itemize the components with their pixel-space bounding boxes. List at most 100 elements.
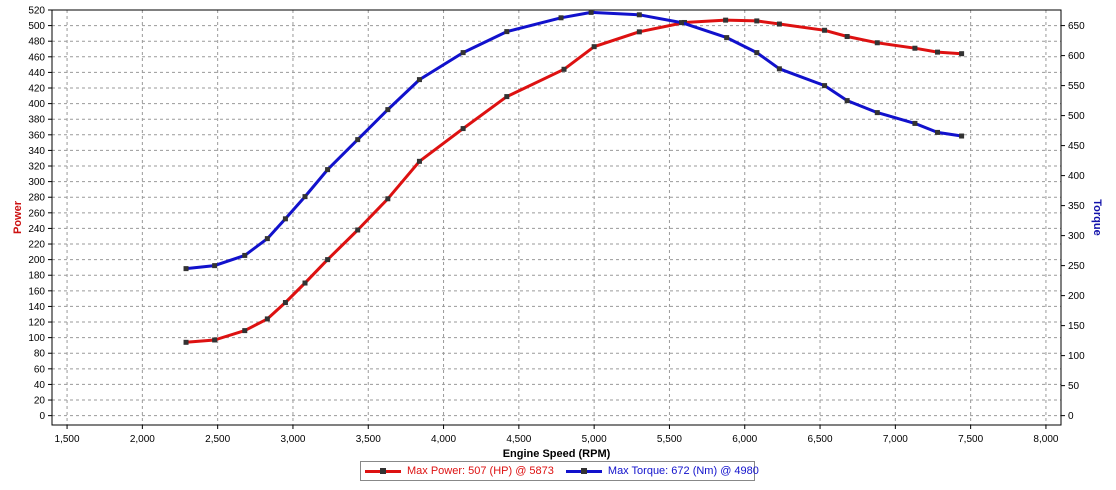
left-tick-label: 420 — [28, 84, 45, 95]
left-tick-label: 180 — [28, 271, 45, 282]
left-tick-label: 40 — [34, 380, 46, 391]
data-point-power — [212, 337, 218, 343]
right-tick-label: 50 — [1068, 381, 1080, 392]
legend: Max Power: 507 (HP) @ 5873 Max Torque: 6… — [360, 461, 759, 481]
x-tick-label: 4,000 — [431, 434, 456, 445]
data-point-power — [561, 66, 567, 72]
data-point-power — [723, 17, 729, 23]
grid-lines — [52, 9, 1061, 425]
data-point-torque — [959, 133, 965, 139]
legend-swatch-power — [365, 466, 401, 476]
data-point-power — [874, 40, 880, 46]
legend-item-power: Max Power: 507 (HP) @ 5873 — [365, 465, 554, 477]
right-tick-label: 0 — [1068, 411, 1074, 422]
data-point-power — [385, 196, 391, 202]
data-point-power — [302, 280, 308, 286]
x-tick-label: 2,500 — [205, 434, 230, 445]
right-tick-label: 350 — [1068, 201, 1085, 212]
x-tick-label: 5,500 — [657, 434, 682, 445]
left-axis-title: Power — [12, 200, 24, 234]
legend-label-power: Max Power: 507 (HP) @ 5873 — [407, 465, 554, 477]
data-point-power — [355, 227, 361, 233]
right-tick-label: 650 — [1068, 21, 1085, 32]
right-tick-label: 600 — [1068, 51, 1085, 62]
x-tick-label: 4,500 — [506, 434, 531, 445]
left-axis-ticks: 0 20 40 60 80 100 120 140 160 180 200 220 240 260 280 3… — [28, 6, 52, 422]
data-point-torque — [302, 194, 308, 200]
x-tick-label: 6,500 — [808, 434, 833, 445]
data-point-torque — [558, 15, 564, 21]
data-point-power — [591, 44, 597, 50]
series-layer — [183, 9, 965, 345]
data-point-power — [959, 51, 965, 57]
left-tick-label: 320 — [28, 162, 45, 173]
data-point-torque — [385, 107, 391, 113]
legend-label-torque: Max Torque: 672 (Nm) @ 4980 — [607, 465, 759, 477]
plot-frame — [51, 9, 1062, 426]
right-tick-label: 550 — [1068, 81, 1085, 92]
right-tick-label: 500 — [1068, 111, 1085, 122]
left-tick-label: 20 — [34, 396, 46, 407]
right-axis-title: Torque — [1091, 199, 1103, 235]
left-tick-label: 360 — [28, 130, 45, 141]
data-point-power — [776, 21, 782, 27]
left-tick-label: 0 — [39, 411, 45, 422]
left-tick-label: 300 — [28, 177, 45, 188]
right-tick-label: 150 — [1068, 321, 1085, 332]
data-point-torque — [416, 77, 422, 83]
data-point-torque — [460, 50, 466, 56]
data-point-torque — [844, 98, 850, 104]
left-tick-label: 440 — [28, 68, 45, 79]
left-tick-label: 480 — [28, 37, 45, 48]
data-point-torque — [355, 137, 361, 143]
data-point-power — [912, 45, 918, 51]
right-axis-ticks: 0 50 100 150 200 250 300 350 400 450 500 550 600 650 — [1061, 21, 1085, 422]
data-point-torque — [636, 12, 642, 18]
data-point-torque — [212, 263, 218, 269]
data-point-power — [754, 18, 760, 24]
data-point-torque — [588, 9, 594, 15]
left-tick-label: 140 — [28, 302, 45, 313]
data-point-power — [636, 29, 642, 35]
x-axis-title: Engine Speed (RPM) — [503, 448, 611, 460]
left-tick-label: 500 — [28, 21, 45, 32]
data-point-torque — [912, 120, 918, 126]
x-tick-label: 6,000 — [732, 434, 757, 445]
x-tick-label: 2,000 — [130, 434, 155, 445]
data-point-torque — [325, 167, 331, 173]
data-point-torque — [822, 83, 828, 89]
data-point-power — [935, 49, 941, 55]
left-tick-label: 60 — [34, 364, 46, 375]
data-point-torque — [776, 66, 782, 72]
data-point-power — [844, 34, 850, 40]
data-point-power — [325, 257, 331, 263]
x-tick-label: 8,000 — [1033, 434, 1058, 445]
left-tick-label: 380 — [28, 115, 45, 126]
right-tick-label: 100 — [1068, 351, 1085, 362]
left-tick-label: 280 — [28, 193, 45, 204]
x-tick-label: 1,500 — [55, 434, 80, 445]
legend-swatch-torque — [565, 466, 602, 476]
right-tick-label: 300 — [1068, 231, 1085, 242]
left-tick-label: 400 — [28, 99, 45, 110]
data-point-power — [460, 126, 466, 132]
axes — [51, 9, 1062, 426]
data-point-power — [822, 27, 828, 33]
left-tick-label: 160 — [28, 286, 45, 297]
legend-item-torque: Max Torque: 672 (Nm) @ 4980 — [565, 465, 759, 477]
right-tick-label: 450 — [1068, 141, 1085, 152]
x-tick-label: 7,000 — [883, 434, 908, 445]
plot-area — [52, 10, 1061, 425]
left-tick-label: 240 — [28, 224, 45, 235]
data-point-torque — [678, 20, 684, 26]
data-point-torque — [183, 266, 189, 272]
left-tick-label: 120 — [28, 318, 45, 329]
right-tick-label: 400 — [1068, 171, 1085, 182]
data-point-torque — [242, 252, 248, 258]
left-tick-label: 460 — [28, 52, 45, 63]
left-tick-label: 200 — [28, 255, 45, 266]
data-point-torque — [264, 236, 270, 242]
data-point-torque — [754, 50, 760, 56]
left-tick-label: 80 — [34, 349, 46, 360]
